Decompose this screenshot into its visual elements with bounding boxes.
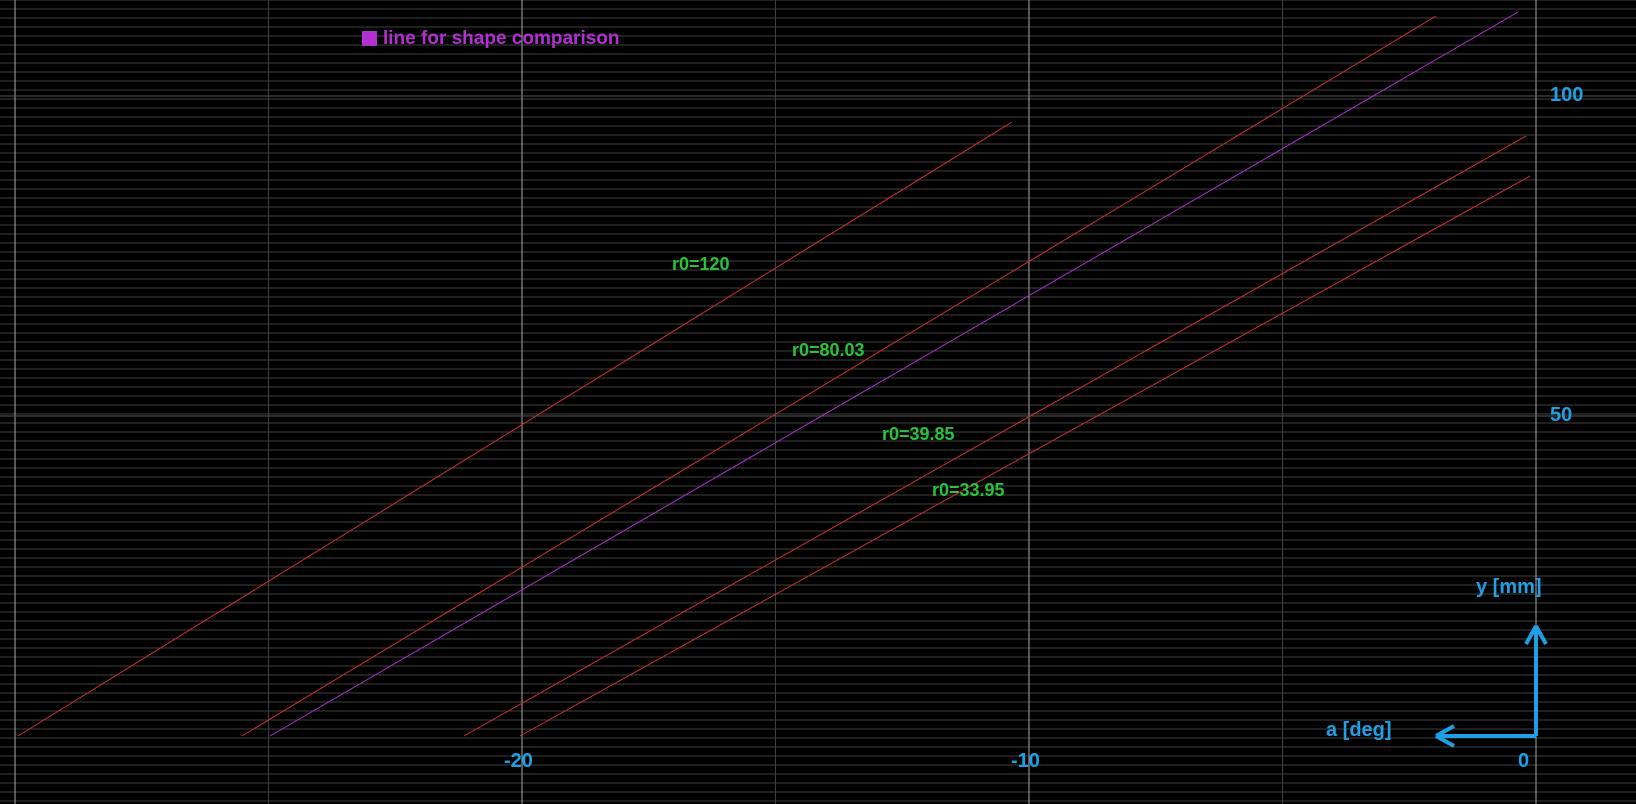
x-tick-label: -20 — [504, 750, 533, 773]
y-axis-label: y [mm] — [1476, 576, 1542, 599]
series-label-r0-80.03: r0=80.03 — [792, 340, 865, 361]
series-label-r0-33.95: r0=33.95 — [932, 480, 1005, 501]
series-label-r0-39.85: r0=39.85 — [882, 424, 955, 445]
y-tick-label: 50 — [1550, 404, 1572, 427]
legend-label: line for shape comparison — [383, 28, 620, 49]
plot-background — [0, 0, 1636, 804]
y-tick-label: 100 — [1550, 84, 1583, 107]
x-tick-label: -10 — [1011, 750, 1040, 773]
x-tick-label: 0 — [1518, 750, 1529, 773]
series-label-r0-120: r0=120 — [672, 254, 730, 275]
x-axis-label: a [deg] — [1326, 719, 1392, 742]
legend-swatch — [362, 31, 377, 46]
chart-canvas — [0, 0, 1636, 804]
legend: line for shape comparison — [362, 28, 620, 50]
